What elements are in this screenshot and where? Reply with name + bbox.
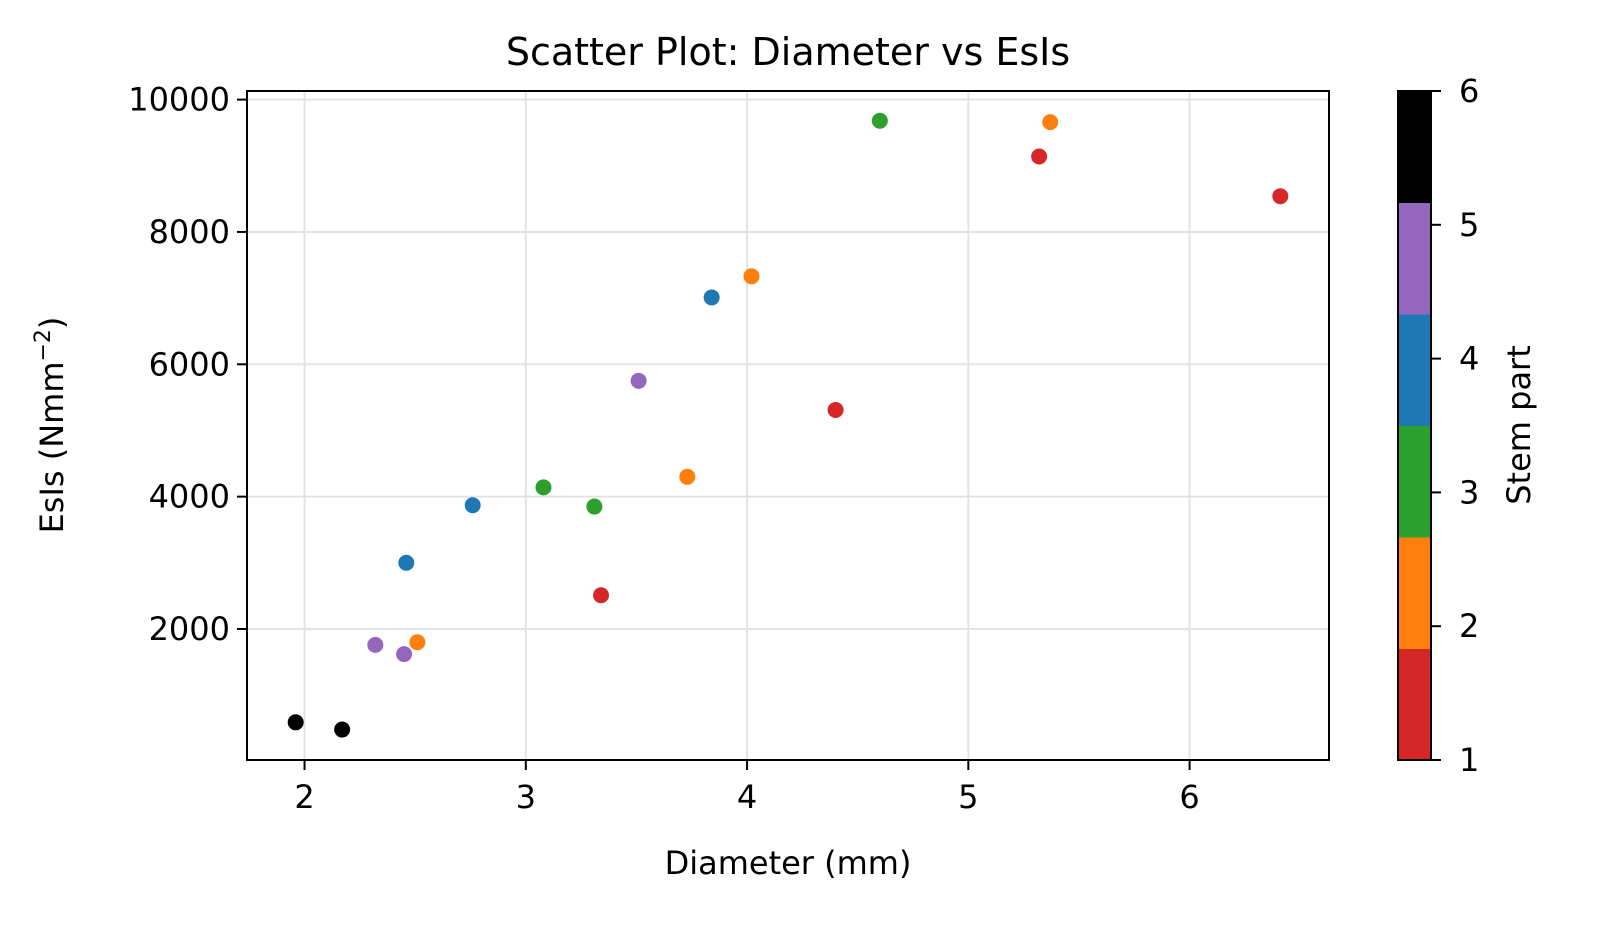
colorbar-label: Stem part xyxy=(1500,345,1538,505)
colorbar-segment xyxy=(1398,91,1431,203)
colorbar xyxy=(1398,91,1431,761)
scatter-point xyxy=(630,372,647,389)
chart-title: Scatter Plot: Diameter vs EsIs xyxy=(506,30,1070,74)
scatter-point xyxy=(871,112,888,129)
y-axis-label-main: EsIs (Nmm xyxy=(33,361,71,533)
scatter-point xyxy=(409,634,426,651)
scatter-point xyxy=(593,587,610,604)
scatter-point xyxy=(464,497,481,514)
scatter-point xyxy=(367,636,384,653)
x-axis-label: Diameter (mm) xyxy=(665,844,912,882)
y-axis-label-close: ) xyxy=(33,317,71,329)
y-tick-label: 6000 xyxy=(149,345,230,383)
colorbar-frame xyxy=(1397,90,1432,761)
scatter-point xyxy=(1031,148,1048,165)
scatter-point xyxy=(703,289,720,306)
colorbar-ticks: 1 2 3 4 5 6 xyxy=(1431,72,1479,779)
colorbar-tick-label: 1 xyxy=(1459,741,1479,779)
scatter-point xyxy=(586,498,603,515)
colorbar-segment xyxy=(1398,314,1431,426)
colorbar-tick-label: 3 xyxy=(1459,473,1479,511)
y-axis-label: EsIs (Nmm−2) xyxy=(31,317,71,534)
scatter-point xyxy=(679,468,696,485)
scatter-point xyxy=(1272,188,1289,205)
colorbar-tick-label: 5 xyxy=(1459,206,1479,244)
scatter-point xyxy=(398,554,415,571)
scatter-point xyxy=(334,721,351,738)
scatter-point xyxy=(743,268,760,285)
y-tick-label: 4000 xyxy=(149,478,230,516)
y-tick-label: 2000 xyxy=(149,610,230,648)
x-tick-label: 2 xyxy=(294,778,314,816)
colorbar-tick-label: 2 xyxy=(1459,607,1479,645)
data-points xyxy=(287,112,1289,738)
y-axis-label-superscript: −2 xyxy=(31,329,56,361)
x-tick-label: 3 xyxy=(516,778,536,816)
scatter-point xyxy=(535,479,552,496)
colorbar-tick-label: 4 xyxy=(1459,340,1479,378)
colorbar-tick-label: 6 xyxy=(1459,72,1479,110)
scatter-point xyxy=(1042,114,1059,131)
colorbar-segment xyxy=(1398,648,1431,761)
scatter-point xyxy=(827,401,844,418)
x-tick-label: 6 xyxy=(1179,778,1199,816)
x-tick-label: 4 xyxy=(737,778,757,816)
x-axis-ticks: 2 3 4 5 6 xyxy=(294,760,1200,816)
colorbar-segment xyxy=(1398,537,1431,649)
y-axis-ticks: 2000 4000 6000 8000 10000 xyxy=(128,81,247,648)
grid-lines xyxy=(247,91,1329,760)
x-tick-label: 5 xyxy=(958,778,978,816)
scatter-point xyxy=(396,646,413,663)
colorbar-segment xyxy=(1398,425,1431,538)
scatter-point xyxy=(287,714,304,731)
plot-frame xyxy=(246,90,1330,761)
y-tick-label: 8000 xyxy=(149,213,230,251)
y-tick-label: 10000 xyxy=(128,81,230,119)
colorbar-segment xyxy=(1398,202,1431,315)
